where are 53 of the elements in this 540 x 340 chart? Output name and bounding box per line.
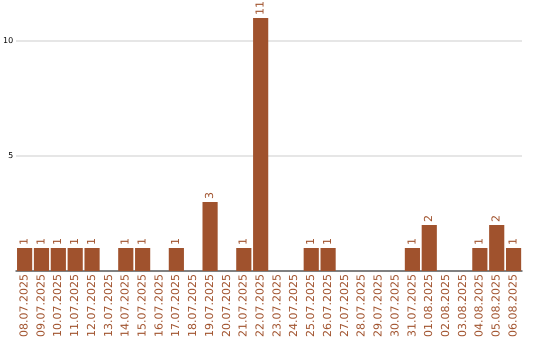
x-tick-label: 15.07.2025 bbox=[135, 274, 148, 338]
x-tick-label: 23.07.2025 bbox=[270, 274, 284, 338]
bar bbox=[17, 248, 32, 272]
data-label: 2 bbox=[422, 215, 436, 222]
data-label: 11 bbox=[254, 1, 267, 15]
x-tick-label: 20.07.2025 bbox=[220, 274, 233, 338]
data-label: 1 bbox=[17, 238, 30, 246]
x-tick-label: 31.07.2025 bbox=[405, 274, 418, 338]
data-label: 1 bbox=[135, 238, 148, 246]
bar bbox=[168, 248, 184, 272]
x-tick-label: 17.07.2025 bbox=[169, 274, 182, 338]
bar bbox=[202, 202, 218, 272]
x-tick-label: 06.08.2025 bbox=[506, 274, 520, 338]
x-tick-label: 29.07.2025 bbox=[372, 274, 385, 338]
data-label: 1 bbox=[506, 238, 520, 246]
x-tick-label: 02.08.2025 bbox=[438, 274, 452, 338]
x-tick-label: 14.07.2025 bbox=[118, 274, 132, 338]
x-tick-label: 27.07.2025 bbox=[338, 274, 351, 338]
x-tick-label: 05.08.2025 bbox=[490, 274, 503, 338]
x-tick-label: 09.07.2025 bbox=[34, 274, 48, 338]
data-label: 1 bbox=[472, 238, 486, 246]
x-tick-label: 04.08.2025 bbox=[472, 274, 486, 338]
data-label: 1 bbox=[236, 238, 250, 246]
x-tick-label: 24.07.2025 bbox=[287, 274, 300, 338]
x-tick-label: 25.07.2025 bbox=[304, 274, 318, 338]
data-label: 1 bbox=[169, 238, 182, 246]
x-tick-label: 03.08.2025 bbox=[456, 274, 469, 338]
x-tick-label: 16.07.2025 bbox=[152, 274, 166, 338]
data-label: 1 bbox=[320, 238, 334, 246]
x-tick-label: 21.07.2025 bbox=[236, 274, 250, 338]
x-tick-label: 11.07.2025 bbox=[68, 274, 82, 338]
x-tick-label: 19.07.2025 bbox=[202, 274, 216, 338]
x-tick-label: 30.07.2025 bbox=[388, 274, 402, 338]
x-tick-label: 22.07.2025 bbox=[254, 274, 267, 338]
x-tick-label: 13.07.2025 bbox=[102, 274, 115, 338]
data-label: 1 bbox=[34, 238, 48, 246]
data-label: 1 bbox=[84, 238, 98, 246]
x-tick-label: 10.07.2025 bbox=[51, 274, 64, 338]
x-tick-label: 01.08.2025 bbox=[422, 274, 436, 338]
data-label: 1 bbox=[68, 238, 82, 246]
data-label: 1 bbox=[51, 238, 64, 246]
x-tick-label: 12.07.2025 bbox=[84, 274, 98, 338]
x-tick-label: 18.07.2025 bbox=[186, 274, 200, 338]
data-label: 3 bbox=[202, 192, 216, 200]
x-tick-label: 26.07.2025 bbox=[320, 274, 334, 338]
x-tick-label: 28.07.2025 bbox=[354, 274, 368, 338]
data-label: 1 bbox=[118, 238, 132, 246]
y-tick-label: 5 bbox=[8, 151, 14, 160]
x-tick-label: 08.07.2025 bbox=[17, 274, 30, 338]
y-tick-label: 10 bbox=[2, 36, 14, 46]
data-label: 2 bbox=[490, 215, 503, 222]
data-label: 1 bbox=[405, 238, 418, 246]
data-label: 1 bbox=[304, 238, 318, 246]
